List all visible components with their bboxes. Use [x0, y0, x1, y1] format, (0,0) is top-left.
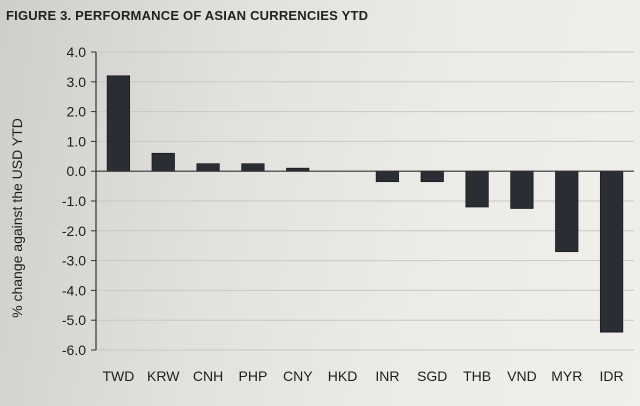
- y-tick-label: 4.0: [67, 44, 87, 60]
- bar-idr: [599, 170, 624, 333]
- bar-thb: [465, 170, 489, 208]
- y-tick-label: -1.0: [62, 193, 86, 209]
- x-category-label: HKD: [328, 368, 358, 384]
- x-category-label: TWD: [102, 368, 134, 384]
- bar-twd: [106, 75, 131, 172]
- x-category-label: MYR: [551, 368, 582, 384]
- x-category-label: PHP: [239, 368, 268, 384]
- bar-myr: [555, 170, 579, 253]
- y-tick-label: 1.0: [67, 133, 87, 149]
- x-category-label: IDR: [600, 368, 624, 384]
- bar-inr: [375, 170, 400, 183]
- x-category-labels: TWD KRW CNH PHP CNY HKD INR SGD THB VND MYR IDR: [102, 368, 623, 384]
- x-category-label: SGD: [417, 368, 447, 384]
- y-tick-label: -2.0: [62, 223, 86, 239]
- y-tick-label: -6.0: [62, 342, 86, 358]
- bar-vnd: [510, 170, 534, 209]
- axes: [91, 51, 634, 351]
- x-category-label: THB: [463, 368, 491, 384]
- y-tick-label: 3.0: [67, 74, 87, 90]
- y-tick-label: 2.0: [67, 104, 87, 120]
- y-tick-label: -5.0: [62, 312, 86, 328]
- x-category-label: VND: [507, 368, 537, 384]
- grid-lines: [96, 51, 634, 351]
- x-category-label: CNH: [193, 368, 223, 384]
- x-category-label: CNY: [283, 368, 313, 384]
- chart-title: FIGURE 3. PERFORMANCE OF ASIAN CURRENCIE…: [6, 8, 369, 23]
- y-tick-label: -4.0: [62, 282, 86, 298]
- bar-php: [241, 163, 265, 172]
- x-category-label: KRW: [147, 368, 180, 384]
- bars: [106, 75, 624, 333]
- y-tick-label: 0.0: [67, 163, 87, 179]
- y-tick-labels: 4.0 3.0 2.0 1.0 0.0 -1.0 -2.0 -3.0 -4.0 -5.0 -6.0: [62, 44, 86, 358]
- bar-krw: [151, 152, 175, 172]
- y-tick-label: -3.0: [62, 253, 86, 269]
- x-category-label: INR: [375, 368, 399, 384]
- bar-cnh: [196, 163, 220, 172]
- bar-sgd: [420, 170, 444, 183]
